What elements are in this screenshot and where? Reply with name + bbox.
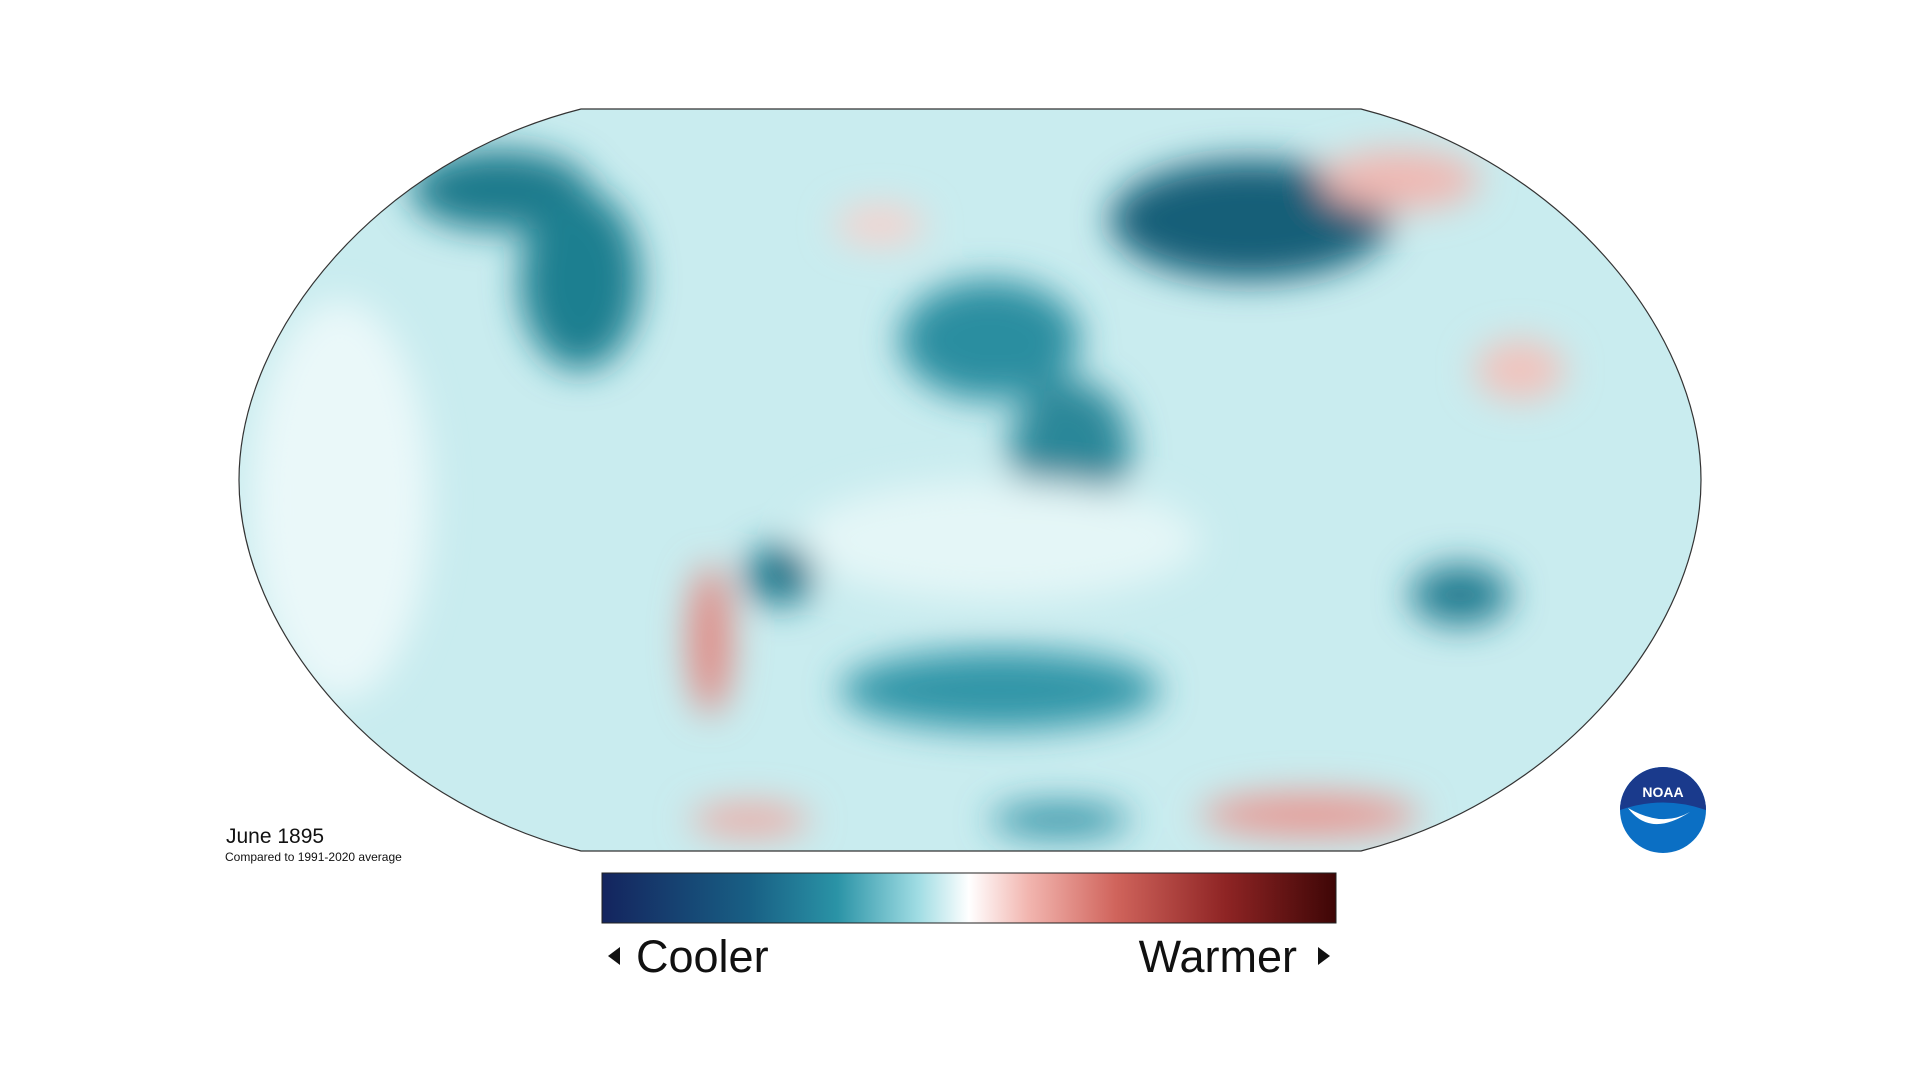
arrow-right — [1318, 947, 1330, 965]
noaa-logo: NOAA — [1620, 767, 1706, 853]
anomaly-field — [239, 109, 1701, 851]
arrow-left — [608, 947, 620, 965]
map-subtitle: Compared to 1991-2020 average — [225, 850, 402, 864]
logo-text: NOAA — [1642, 784, 1683, 800]
color-scale — [601, 872, 1337, 924]
legend-low-label: Cooler — [636, 931, 769, 982]
map-title: June 1895 — [226, 825, 324, 848]
legend-high-label: Warmer — [1139, 931, 1297, 982]
map-outline — [238, 108, 1702, 852]
